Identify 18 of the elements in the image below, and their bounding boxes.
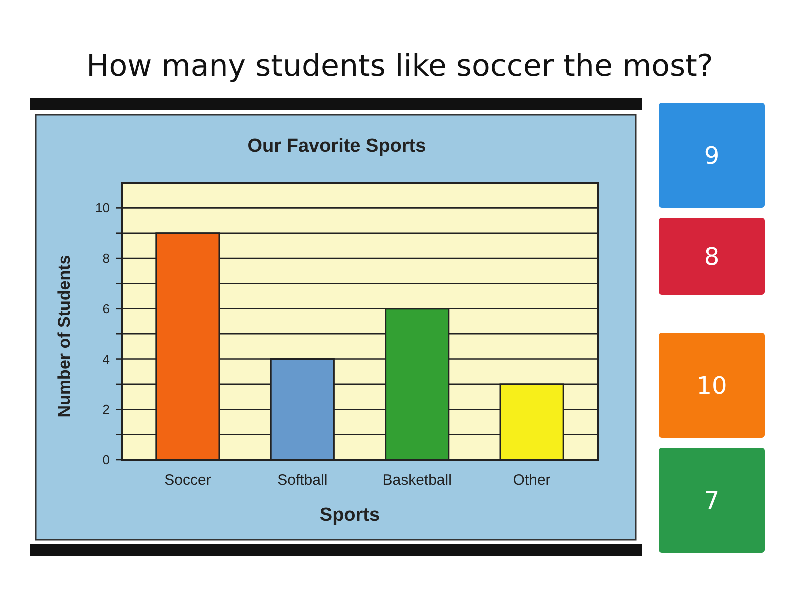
x-tick-label: Softball	[278, 472, 328, 489]
answer-button: 7	[659, 448, 765, 553]
answer-button: 9	[659, 103, 765, 208]
x-axis-title: Sports	[320, 505, 380, 526]
y-tick-label: 10	[96, 200, 110, 216]
y-tick-label: 6	[102, 301, 110, 316]
y-tick-label: 2	[102, 402, 110, 418]
y-tick-label: 8	[102, 251, 110, 266]
x-tick-label: Basketball	[382, 472, 452, 489]
answer-button: 8	[659, 218, 765, 295]
answer-button: 10	[659, 333, 765, 438]
x-tick-label: Other	[513, 472, 551, 489]
x-tick-label: Soccer	[164, 472, 212, 489]
y-tick-label: 0	[102, 452, 110, 468]
chart-title: Our Favorite Sports	[248, 136, 426, 157]
text: How many students like soccer the most?	[86, 49, 714, 84]
y-tick-label: 4	[102, 352, 110, 367]
y-axis-title: Number of Students	[55, 255, 74, 418]
